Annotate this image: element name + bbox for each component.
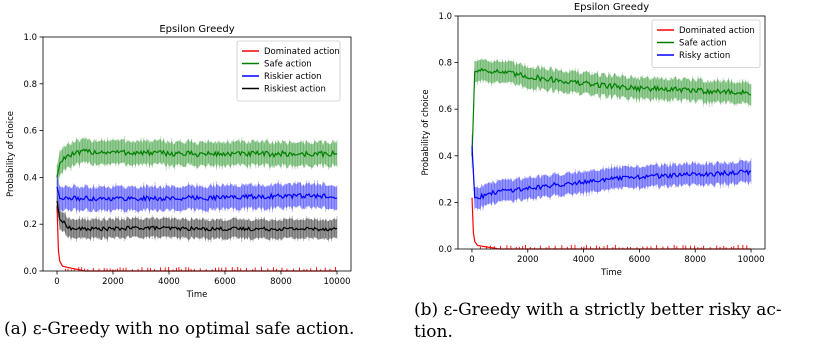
- x-axis-label: Time: [186, 290, 208, 300]
- legend-entry: Dominated action: [679, 26, 755, 36]
- series-line-2: [56, 148, 338, 178]
- x-tick-label: 4000: [573, 255, 595, 265]
- x-axis-label: Time: [600, 268, 622, 278]
- legend-entry: Safe action: [679, 39, 727, 49]
- x-tick-label: 10000: [738, 255, 765, 265]
- chart-title: Epsilon Greedy: [574, 2, 649, 13]
- caption-a: (a) ε-Greedy with no optimal safe action…: [4, 319, 355, 339]
- y-axis-label: Probability of choice: [6, 111, 16, 197]
- y-tick-label: 1.0: [438, 12, 452, 22]
- chart-panel-1: 0 2000 4000 6000 8000 10000 0.0 0.2 0.4 0.6 0.8 1.0…: [6, 24, 352, 300]
- legend-entry: Riskiest action: [264, 85, 326, 95]
- x-tick-label: 6000: [629, 255, 651, 265]
- series-line-2: [471, 67, 752, 156]
- chart-panel-2: 0 2000 4000 6000 8000 10000 0.0 0.2 0.4 0.6 0.8 1.0…: [421, 2, 766, 278]
- y-tick-label: 0.4: [438, 152, 452, 162]
- x-tick-label: 8000: [684, 255, 706, 265]
- legend: Dominated action Safe action Risky action: [651, 19, 761, 68]
- y-tick-label: 0.6: [23, 127, 37, 137]
- x-tick-label: 10000: [323, 277, 350, 287]
- dominated-spikes: [479, 244, 748, 249]
- x-tick-label: 0: [54, 277, 59, 287]
- figure: 0 2000 4000 6000 8000 10000 0.0 0.2 0.4 0.6 0.8 1.0…: [6, 2, 766, 300]
- series-line-1: [471, 197, 751, 250]
- series-line-4: [56, 200, 338, 232]
- plot-frame: [42, 36, 352, 272]
- x-tick-label: 2000: [517, 255, 539, 265]
- legend-entry: Riskier action: [264, 72, 322, 82]
- x-tick-label: 2000: [102, 277, 124, 287]
- x-tick-label: 6000: [214, 277, 236, 287]
- dominated-spikes: [64, 266, 336, 271]
- caption-b: (b) ε-Greedy with a strictly better risk…: [414, 299, 826, 343]
- y-tick-label: 0.2: [23, 220, 37, 230]
- legend-entry: Dominated action: [264, 47, 340, 57]
- y-tick-label: 0.8: [438, 59, 452, 69]
- legend-entry: Risky action: [679, 51, 730, 61]
- y-tick-label: 0.0: [438, 245, 452, 255]
- caption-b-line-1: (b) ε-Greedy with a strictly better risk…: [414, 300, 782, 320]
- series-band-3: [57, 175, 337, 213]
- series-band-2: [57, 137, 337, 190]
- y-axis-label: Probability of choice: [421, 89, 431, 175]
- caption-b-line-2: tion.: [414, 322, 453, 342]
- y-tick-label: 1.0: [23, 33, 37, 43]
- series-band-2: [472, 58, 751, 167]
- legend-entry: Safe action: [264, 60, 312, 70]
- x-tick-label: 4000: [158, 277, 180, 287]
- series-line-3: [471, 146, 752, 200]
- legend: Dominated action Safe action Riskier actio…: [236, 40, 341, 102]
- y-tick-label: 0.4: [23, 173, 37, 183]
- y-tick-label: 0.2: [438, 198, 452, 208]
- y-tick-label: 0.8: [23, 80, 37, 90]
- band-jitter-3: [471, 134, 752, 211]
- series-band-3: [472, 136, 751, 210]
- series-line-3: [56, 186, 338, 203]
- y-tick-label: 0.0: [23, 267, 37, 277]
- x-tick-label: 0: [469, 255, 474, 265]
- chart-title: Epsilon Greedy: [159, 24, 234, 35]
- band-jitter-2: [471, 58, 752, 168]
- y-tick-label: 0.6: [438, 105, 452, 115]
- plot-frame: [457, 15, 766, 250]
- x-tick-label: 8000: [270, 277, 292, 287]
